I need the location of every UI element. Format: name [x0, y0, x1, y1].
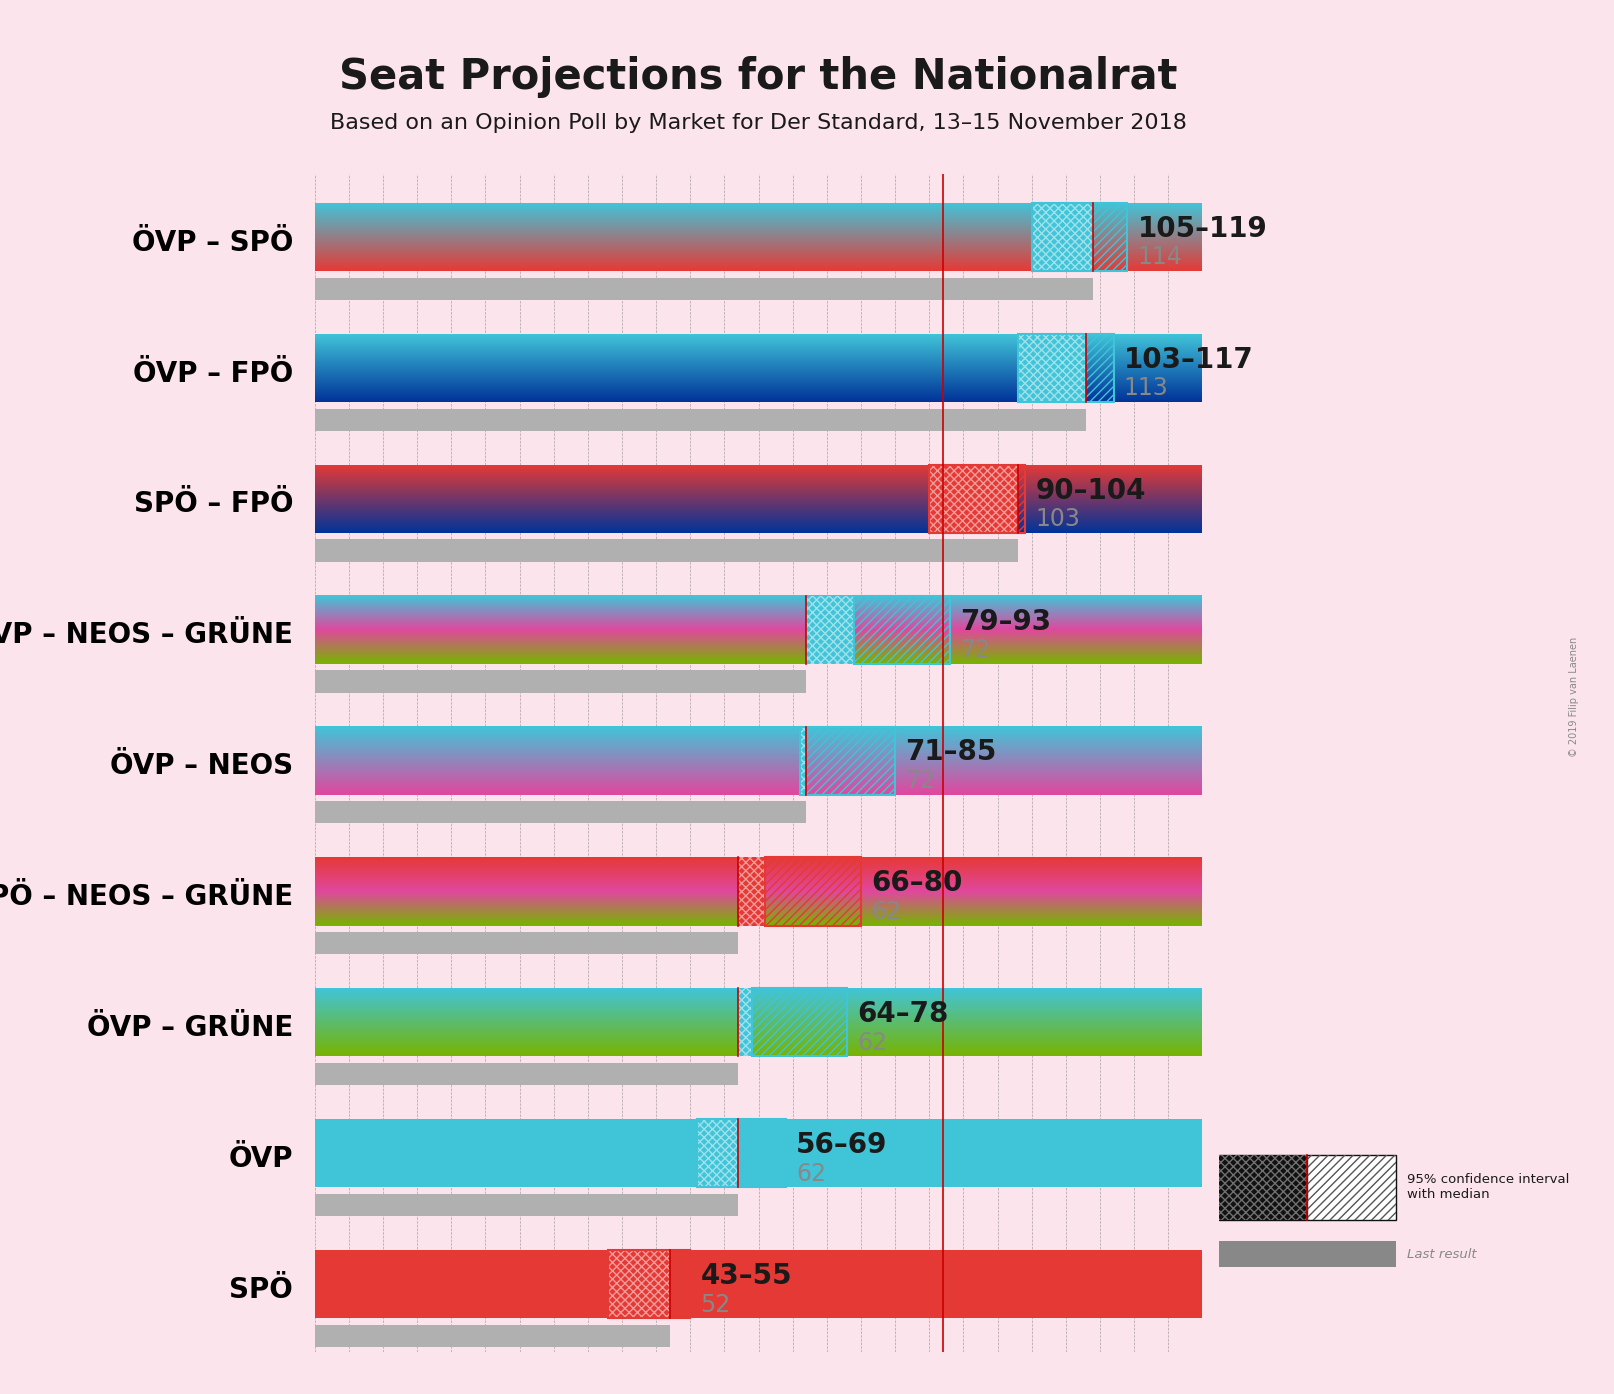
Text: 95% confidence interval
with median: 95% confidence interval with median	[1407, 1174, 1569, 1202]
Text: 113: 113	[1123, 376, 1169, 400]
Bar	[697, 1119, 786, 1188]
Bar	[738, 988, 847, 1057]
Text: 90–104: 90–104	[1035, 477, 1146, 505]
Text: 52: 52	[700, 1292, 731, 1316]
Bar	[608, 1250, 670, 1319]
Bar	[738, 988, 752, 1057]
Bar	[1031, 204, 1127, 270]
Bar	[854, 595, 949, 664]
Bar	[697, 1119, 738, 1188]
Bar	[799, 726, 896, 795]
Bar	[315, 1324, 670, 1347]
Bar	[765, 857, 860, 926]
Bar	[315, 671, 807, 693]
Text: 72: 72	[960, 638, 989, 662]
Bar	[315, 1193, 738, 1216]
Bar	[752, 988, 847, 1057]
Text: 114: 114	[1138, 245, 1183, 269]
Text: 71–85: 71–85	[905, 739, 997, 767]
Bar	[697, 1119, 786, 1188]
Bar	[608, 1250, 691, 1319]
Text: © 2019 Filip van Laenen: © 2019 Filip van Laenen	[1569, 637, 1578, 757]
Bar	[315, 408, 1086, 431]
Bar	[765, 857, 860, 926]
Bar	[1219, 1242, 1396, 1267]
Bar	[608, 1250, 691, 1319]
Bar	[1307, 1154, 1396, 1220]
Text: 103–117: 103–117	[1123, 346, 1254, 374]
Bar	[1018, 335, 1114, 401]
Bar	[315, 539, 1018, 562]
Bar	[1219, 1154, 1307, 1220]
Bar	[799, 726, 807, 795]
Bar	[1031, 204, 1127, 270]
Text: 62: 62	[796, 1161, 826, 1186]
Bar	[738, 857, 765, 926]
Bar	[1018, 335, 1086, 401]
Bar	[807, 726, 896, 795]
Bar	[1018, 335, 1114, 401]
Bar	[738, 857, 860, 926]
Text: Based on an Opinion Poll by Market for Der Standard, 13–15 November 2018: Based on an Opinion Poll by Market for D…	[331, 113, 1186, 132]
Bar	[807, 595, 854, 664]
Text: 103: 103	[1035, 507, 1080, 531]
Bar	[854, 595, 949, 664]
Bar	[315, 277, 1093, 300]
Text: Last result: Last result	[1407, 1248, 1477, 1260]
Text: 62: 62	[872, 901, 901, 924]
Bar	[930, 464, 1018, 533]
Bar	[807, 595, 854, 664]
Bar	[752, 988, 847, 1057]
Bar	[799, 726, 896, 795]
Text: Seat Projections for the Nationalrat: Seat Projections for the Nationalrat	[339, 56, 1178, 98]
Bar	[1307, 1154, 1396, 1220]
Bar	[315, 802, 807, 824]
Bar	[608, 1250, 670, 1319]
Text: 79–93: 79–93	[960, 608, 1051, 636]
Bar	[930, 464, 1025, 533]
Text: 66–80: 66–80	[872, 870, 962, 898]
Bar	[930, 464, 1018, 533]
Bar	[930, 464, 1025, 533]
Bar	[807, 595, 949, 664]
Bar	[1093, 204, 1127, 270]
Bar	[1018, 335, 1086, 401]
Bar	[1031, 204, 1093, 270]
Bar	[1031, 204, 1093, 270]
Bar	[1219, 1154, 1307, 1220]
Bar	[738, 988, 752, 1057]
Text: 105–119: 105–119	[1138, 215, 1267, 243]
Bar	[1086, 335, 1114, 401]
Bar	[738, 857, 765, 926]
Bar	[315, 1064, 738, 1085]
Text: 43–55: 43–55	[700, 1262, 792, 1289]
Bar	[1018, 464, 1025, 533]
Bar	[738, 1119, 786, 1188]
Bar	[670, 1250, 691, 1319]
Text: 64–78: 64–78	[857, 999, 949, 1029]
Bar	[799, 726, 807, 795]
Bar	[697, 1119, 738, 1188]
Bar	[315, 933, 738, 955]
Text: 56–69: 56–69	[796, 1131, 888, 1158]
Text: 62: 62	[857, 1030, 888, 1055]
Text: 72: 72	[905, 769, 936, 793]
